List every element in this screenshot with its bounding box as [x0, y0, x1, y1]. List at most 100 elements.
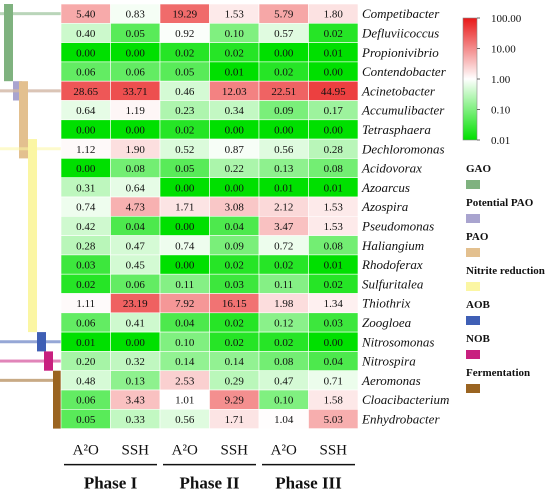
- group-connector: [0, 359, 61, 363]
- cell-value-label: 0.17: [324, 105, 344, 117]
- cell-value-label: 0.08: [324, 163, 344, 175]
- cell-value-label: 1.58: [324, 395, 344, 407]
- cell-value-label: 0.02: [175, 47, 194, 59]
- cell-value-label: 0.02: [274, 337, 293, 349]
- row-label: Pseudomonas: [361, 218, 434, 233]
- group-connector: [0, 89, 61, 93]
- cell-value-label: 0.92: [175, 28, 194, 40]
- cell-value-label: 0.03: [76, 260, 96, 272]
- cell-value-label: 7.92: [175, 298, 194, 310]
- cell-value-label: 0.47: [126, 240, 146, 252]
- cell-value-label: 0.02: [324, 279, 343, 291]
- cell-value-label: 0.14: [225, 356, 245, 368]
- cell-value-label: 0.04: [175, 317, 195, 329]
- cell-value-label: 1.71: [225, 414, 244, 426]
- group-legend-label: PAO: [466, 231, 489, 243]
- cell-value-label: 0.52: [175, 144, 194, 156]
- cell-value-label: 0.02: [225, 47, 244, 59]
- cell-value-label: 0.23: [175, 105, 195, 117]
- row-labels: Competibacter Defluviicoccus Propionivibri…: [361, 6, 449, 426]
- cell-value-label: 0.02: [274, 67, 293, 79]
- cell-value-label: 1.04: [274, 414, 294, 426]
- cell-value-label: 0.04: [126, 221, 146, 233]
- cell-value-label: 0.08: [274, 356, 294, 368]
- cell-value-label: 0.05: [76, 414, 96, 426]
- row-label: Propionivibrio: [361, 45, 439, 60]
- cell-value-label: 1.11: [76, 298, 95, 310]
- cell-value-label: 0.00: [225, 124, 245, 136]
- row-label: Acidovorax: [361, 161, 422, 176]
- heatmap-cells: 5.40 0.83 19.29 1.53 5.79 1.80 0.40 0.05 0.92 0.1…: [60, 3, 359, 429]
- cell-value-label: 9.29: [225, 395, 245, 407]
- cell-value-label: 0.01: [225, 67, 244, 79]
- cell-value-label: 0.06: [76, 395, 96, 407]
- row-label: Nitrospira: [361, 354, 416, 369]
- cell-value-label: 0.00: [324, 124, 344, 136]
- cell-value-label: 0.11: [175, 279, 194, 291]
- row-label: Thiothrix: [362, 296, 411, 311]
- cell-value-label: 0.28: [324, 144, 344, 156]
- group-legend-label: Fermentation: [466, 367, 530, 379]
- row-label: Accumulibacter: [361, 103, 445, 118]
- row-label: Cloacibacterium: [362, 392, 449, 407]
- cell-value-label: 1.90: [126, 144, 146, 156]
- cell-value-label: 0.05: [126, 28, 146, 40]
- cell-value-label: 0.00: [175, 221, 195, 233]
- cell-value-label: 0.41: [126, 317, 145, 329]
- cell-value-label: 0.29: [225, 375, 245, 387]
- cell-value-label: 0.45: [126, 260, 146, 272]
- row-label: Aeromonas: [361, 373, 421, 388]
- heatmap-cell: [308, 408, 359, 429]
- cell-value-label: 0.47: [274, 375, 294, 387]
- cell-value-label: 0.74: [76, 202, 96, 214]
- cell-value-label: 3.08: [225, 202, 245, 214]
- cell-value-label: 16.15: [222, 298, 247, 310]
- cell-value-label: 1.98: [274, 298, 294, 310]
- group-legend: GAO Potential PAO PAO Nitrite reduction AOB N…: [466, 163, 545, 393]
- group-connector: [0, 147, 61, 151]
- group-legend-swatch: [466, 214, 480, 223]
- cell-value-label: 0.00: [274, 47, 294, 59]
- group-bar: [53, 370, 61, 429]
- cell-value-label: 1.71: [175, 202, 194, 214]
- cell-value-label: 0.00: [274, 124, 294, 136]
- cell-value-label: 0.03: [324, 317, 344, 329]
- group-bars: [0, 4, 61, 429]
- group-connector: [0, 12, 61, 16]
- column-label: SSH: [319, 443, 347, 459]
- row-label: Tetrasphaera: [362, 122, 431, 137]
- group-bar: [4, 4, 13, 82]
- row-label: Rhodoferax: [361, 257, 423, 272]
- cell-value-label: 0.46: [175, 86, 195, 98]
- cell-value-label: 0.06: [126, 67, 146, 79]
- cell-value-label: 3.43: [126, 395, 146, 407]
- cell-value-label: 0.00: [126, 337, 146, 349]
- cell-value-label: 1.53: [324, 202, 344, 214]
- cell-value-label: 0.00: [324, 67, 344, 79]
- cell-value-label: 0.56: [175, 414, 195, 426]
- cell-value-label: 0.13: [126, 375, 146, 387]
- column-label: A²O: [172, 443, 198, 459]
- column-labels: A²O SSH A²O SSH A²O SSH: [73, 443, 348, 459]
- group-legend-label: GAO: [466, 163, 492, 175]
- cell-value-label: 0.42: [76, 221, 95, 233]
- cell-value-label: 0.02: [324, 28, 343, 40]
- cell-value-label: 5.79: [274, 9, 294, 21]
- cell-value-label: 0.10: [225, 28, 245, 40]
- row-label: Sulfuritalea: [362, 276, 424, 291]
- phase-label: Phase I: [84, 474, 138, 492]
- cell-value-label: 2.53: [175, 375, 195, 387]
- column-label: SSH: [220, 443, 248, 459]
- cell-value-label: 0.06: [126, 279, 146, 291]
- cell-value-label: 0.33: [126, 414, 146, 426]
- cell-value-label: 0.05: [175, 163, 195, 175]
- cell-value-label: 0.31: [76, 182, 95, 194]
- cell-value-label: 0.08: [324, 240, 344, 252]
- cell-value-label: 12.03: [222, 86, 247, 98]
- cell-value-label: 0.00: [324, 337, 344, 349]
- cell-value-label: 0.10: [175, 337, 195, 349]
- row-label: Nitrosomonas: [361, 334, 434, 349]
- cell-value-label: 0.02: [225, 317, 244, 329]
- cell-value-label: 0.06: [76, 317, 96, 329]
- cell-value-label: 4.73: [126, 202, 146, 214]
